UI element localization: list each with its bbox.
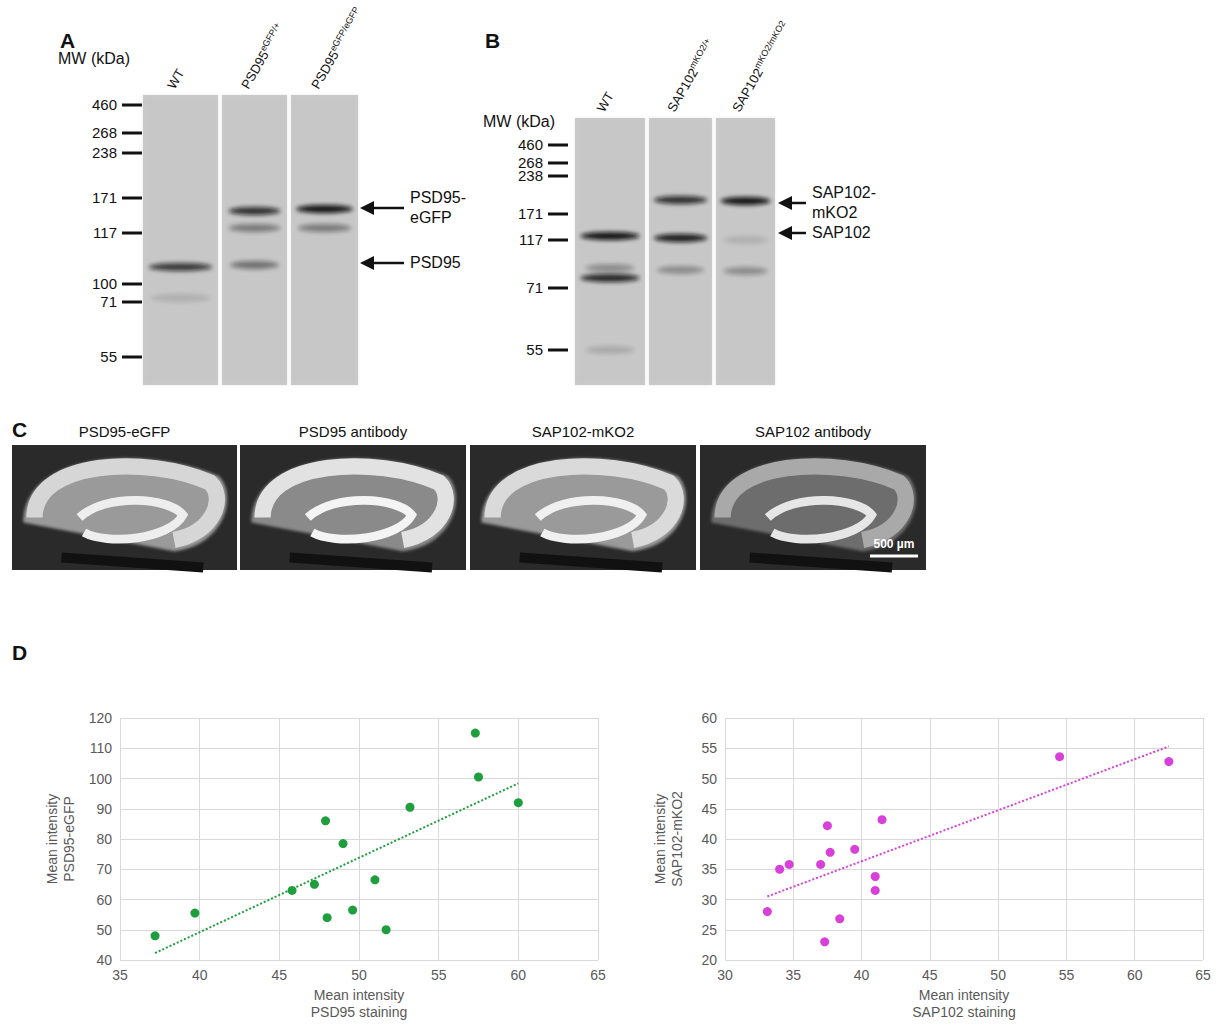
svg-text:eGFP: eGFP <box>410 209 452 226</box>
svg-text:Mean intensity: Mean intensity <box>919 987 1009 1003</box>
svg-text:60: 60 <box>701 710 717 726</box>
svg-text:B: B <box>485 29 500 52</box>
svg-text:55: 55 <box>701 740 717 756</box>
svg-text:238: 238 <box>518 167 543 184</box>
svg-text:65: 65 <box>590 967 606 983</box>
svg-text:SAP102-mKO2: SAP102-mKO2 <box>532 423 635 440</box>
svg-text:50: 50 <box>96 922 112 938</box>
svg-text:120: 120 <box>89 710 113 726</box>
svg-text:PSD95-: PSD95- <box>410 189 466 206</box>
svg-text:20: 20 <box>701 952 717 968</box>
svg-text:268: 268 <box>518 154 543 171</box>
svg-text:238: 238 <box>92 144 117 161</box>
svg-text:71: 71 <box>100 293 117 310</box>
svg-text:PSD95 staining: PSD95 staining <box>311 1004 408 1020</box>
svg-text:60: 60 <box>96 892 112 908</box>
svg-text:PSD95-eGFP: PSD95-eGFP <box>79 423 171 440</box>
svg-text:SAP102mKO2/mKO2: SAP102mKO2/mKO2 <box>728 19 792 115</box>
svg-text:PSD95: PSD95 <box>410 254 461 271</box>
svg-text:SAP102mKO2/+: SAP102mKO2/+ <box>663 36 717 114</box>
svg-text:MW (kDa): MW (kDa) <box>483 113 555 130</box>
svg-text:117: 117 <box>93 224 117 241</box>
svg-text:40: 40 <box>854 967 870 983</box>
svg-text:SAP102: SAP102 <box>812 224 871 241</box>
svg-text:45: 45 <box>272 967 288 983</box>
svg-text:45: 45 <box>922 967 938 983</box>
svg-text:25: 25 <box>701 922 717 938</box>
svg-text:60: 60 <box>511 967 527 983</box>
svg-text:mKO2: mKO2 <box>812 204 857 221</box>
svg-text:55: 55 <box>1059 967 1075 983</box>
svg-text:MW (kDa): MW (kDa) <box>58 50 130 67</box>
svg-text:268: 268 <box>92 124 117 141</box>
svg-text:35: 35 <box>112 967 128 983</box>
svg-text:55: 55 <box>526 341 543 358</box>
svg-text:500 µm: 500 µm <box>874 537 915 551</box>
svg-text:PSD95-eGFP: PSD95-eGFP <box>61 796 77 882</box>
svg-text:60: 60 <box>1127 967 1143 983</box>
svg-text:Mean intensity: Mean intensity <box>44 794 60 884</box>
svg-text:SAP102 staining: SAP102 staining <box>912 1004 1016 1020</box>
svg-text:35: 35 <box>785 967 801 983</box>
svg-text:SAP102 antibody: SAP102 antibody <box>755 423 871 440</box>
svg-text:50: 50 <box>701 771 717 787</box>
svg-text:171: 171 <box>92 189 117 206</box>
svg-text:117: 117 <box>519 231 543 248</box>
svg-text:PSD95eGFP/eGFP: PSD95eGFP/eGFP <box>307 5 366 92</box>
svg-text:71: 71 <box>526 279 543 296</box>
svg-text:50: 50 <box>990 967 1006 983</box>
svg-text:50: 50 <box>351 967 367 983</box>
svg-text:45: 45 <box>701 801 717 817</box>
svg-text:30: 30 <box>717 967 733 983</box>
svg-text:SAP102-: SAP102- <box>812 184 876 201</box>
svg-text:460: 460 <box>518 136 543 153</box>
svg-text:30: 30 <box>701 892 717 908</box>
svg-text:PSD95eGFP/+: PSD95eGFP/+ <box>237 21 287 92</box>
svg-text:Mean intensity: Mean intensity <box>314 987 404 1003</box>
svg-text:90: 90 <box>96 801 112 817</box>
svg-text:55: 55 <box>431 967 447 983</box>
svg-text:40: 40 <box>96 952 112 968</box>
svg-text:A: A <box>60 29 75 52</box>
svg-text:C: C <box>12 418 27 441</box>
svg-text:PSD95 antibody: PSD95 antibody <box>299 423 408 440</box>
svg-text:D: D <box>12 641 27 664</box>
svg-text:WT: WT <box>594 89 617 114</box>
svg-text:460: 460 <box>92 96 117 113</box>
svg-text:40: 40 <box>192 967 208 983</box>
svg-text:55: 55 <box>100 348 117 365</box>
svg-text:65: 65 <box>1195 967 1211 983</box>
svg-text:35: 35 <box>701 861 717 877</box>
svg-text:WT: WT <box>164 66 187 91</box>
svg-text:100: 100 <box>89 771 113 787</box>
svg-text:110: 110 <box>90 740 113 756</box>
svg-text:40: 40 <box>701 831 717 847</box>
svg-text:70: 70 <box>96 861 112 877</box>
svg-text:100: 100 <box>92 275 117 292</box>
svg-text:80: 80 <box>96 831 112 847</box>
svg-text:171: 171 <box>518 205 543 222</box>
svg-text:SAP102-mKO2: SAP102-mKO2 <box>669 791 685 887</box>
svg-text:Mean intensity: Mean intensity <box>652 794 668 884</box>
